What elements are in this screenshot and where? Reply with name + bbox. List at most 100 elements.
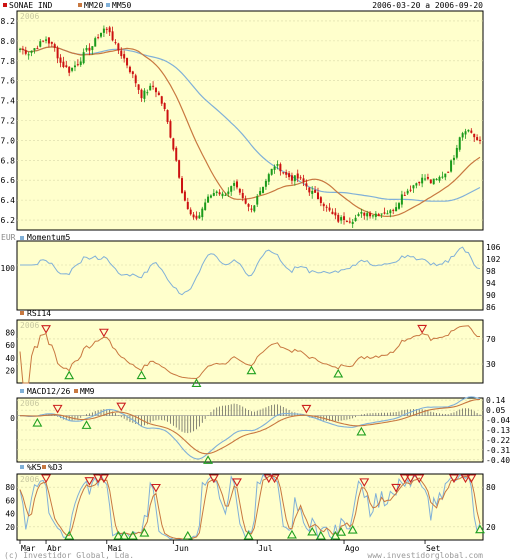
rsi-y-tick-label: 30 <box>486 360 496 369</box>
candle-body <box>247 204 250 207</box>
macd-y-tick-label: -0.40 <box>486 456 510 465</box>
momentum-line <box>20 246 481 296</box>
price-y-tick-label: 7.8 <box>1 57 16 66</box>
stochastic-left-tick-label: 20 <box>5 523 15 532</box>
candle-body <box>189 209 192 215</box>
candle-body <box>27 54 30 56</box>
candle-body <box>163 103 166 109</box>
candle-body <box>50 41 53 44</box>
month-label: Abr <box>47 544 62 553</box>
candle-body <box>409 189 412 191</box>
buy-signal-marker <box>136 370 147 380</box>
candle-body <box>195 215 198 219</box>
sell-signal-marker <box>41 325 51 334</box>
candle-body <box>444 173 447 178</box>
price-y-tick-label: 7.2 <box>1 117 16 126</box>
candle-body <box>319 197 322 203</box>
candle-body <box>221 193 224 197</box>
candle-body <box>169 121 172 138</box>
candle-body <box>149 85 152 91</box>
buy-signal-marker <box>191 378 202 388</box>
candle-body <box>79 61 82 65</box>
candle-body <box>288 173 291 178</box>
momentum-y-tick-label: 90 <box>486 291 496 300</box>
sell-signal-marker <box>399 474 410 484</box>
candle-body <box>59 57 62 63</box>
candle-body <box>102 28 105 33</box>
rsi-y-tick-label: 70 <box>486 335 496 344</box>
date-range: 2006-03-20 a 2006-09-20 <box>372 1 483 10</box>
candle-body <box>360 212 363 214</box>
rsi-left-tick-label: 80 <box>5 329 15 338</box>
candle-body <box>473 133 476 138</box>
rsi-panel: RSI14 2006 70 30 80 60 40 20 <box>5 309 496 388</box>
momentum-y-tick-label: 94 <box>486 279 496 288</box>
candle-body <box>348 221 351 223</box>
rsi-line <box>19 325 480 384</box>
candle-body <box>33 48 36 51</box>
candle-body <box>421 177 424 184</box>
buy-signal-marker <box>113 530 124 540</box>
macd-y-tick-label: -0.04 <box>486 416 510 425</box>
buy-signal-marker <box>64 530 75 540</box>
candle-body <box>397 203 400 209</box>
sell-signal-marker <box>414 474 425 484</box>
sell-signal-marker <box>98 474 109 484</box>
candle-body <box>305 183 308 187</box>
candle-body <box>374 213 377 217</box>
price-y-tick-label: 7.0 <box>1 136 16 145</box>
stochastic-left-tick-label: 80 <box>5 483 15 492</box>
sell-signal-marker <box>466 474 477 484</box>
candle-body <box>140 89 143 99</box>
buy-signal-marker <box>246 365 257 375</box>
candle-body <box>285 172 288 175</box>
candle-body <box>146 92 149 94</box>
candle-body <box>85 48 88 51</box>
candle-body <box>105 28 108 30</box>
candle-body <box>24 50 27 54</box>
candle-body <box>308 187 311 193</box>
candle-body <box>293 175 296 182</box>
candle-body <box>91 46 94 50</box>
candle-body <box>343 216 346 221</box>
price-y-tick-label: 8.0 <box>1 37 16 46</box>
momentum-y-tick-label: 106 <box>486 243 501 252</box>
candle-body <box>39 41 42 47</box>
candle-body <box>447 171 450 173</box>
candle-body <box>212 193 215 196</box>
candle-body <box>198 215 201 219</box>
candle-body <box>100 32 103 37</box>
candle-body <box>97 37 100 39</box>
stochastic-y-tick-label: 80 <box>486 483 496 492</box>
price-y-tick-label: 6.8 <box>1 156 16 165</box>
candle-body <box>461 133 464 138</box>
candle-body <box>154 87 157 93</box>
legend-swatch-mm50 <box>106 3 110 7</box>
sell-signal-marker <box>116 402 127 412</box>
buy-signal-marker <box>475 524 485 534</box>
macd-watermark: 2006 <box>20 399 39 408</box>
candle-body <box>42 40 45 42</box>
sell-signal-marker <box>417 324 428 334</box>
candle-body <box>175 147 178 161</box>
candle-body <box>334 212 337 216</box>
candle-body <box>19 48 21 50</box>
candle-body <box>224 194 227 196</box>
candle-body <box>389 210 392 214</box>
candle-body <box>241 192 244 198</box>
candle-body <box>62 61 65 68</box>
buy-signal-marker <box>307 526 318 536</box>
candle-body <box>302 178 305 182</box>
stochastic-panel: %K5 %D3 2006 80 20 80 60 40 20 <box>5 463 496 541</box>
candle-body <box>369 212 372 217</box>
buy-signal-marker <box>81 420 92 429</box>
candle-body <box>250 208 253 210</box>
candle-body <box>383 212 386 214</box>
candle-body <box>178 160 181 178</box>
legend-swatch-price <box>3 3 7 7</box>
candle-body <box>192 214 195 218</box>
footer-website: www.investidorglobal.com <box>367 551 483 560</box>
candle-body <box>204 202 207 210</box>
candle-body <box>340 217 343 221</box>
candle-body <box>455 147 458 158</box>
